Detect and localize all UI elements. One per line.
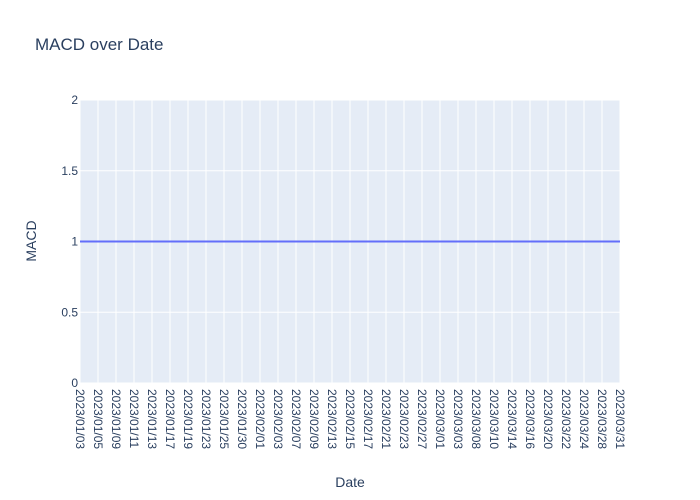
x-tick-label: 2023/03/31 [613, 389, 627, 449]
chart-title: MACD over Date [35, 35, 163, 54]
x-tick-label: 2023/03/10 [487, 389, 501, 449]
y-tick-labels: 0 0.5 1 1.5 2 [61, 93, 78, 390]
x-tick-label: 2023/03/22 [559, 389, 573, 449]
x-tick-label: 2023/01/19 [181, 389, 195, 449]
x-tick-label: 2023/02/13 [325, 389, 339, 449]
x-tick-label: 2023/02/07 [289, 389, 303, 449]
x-tick-label: 2023/01/23 [199, 389, 213, 449]
y-tick-label: 1 [71, 235, 78, 249]
x-tick-label: 2023/03/28 [595, 389, 609, 449]
x-tick-label: 2023/02/27 [415, 389, 429, 449]
x-tick-label: 2023/03/08 [469, 389, 483, 449]
x-tick-label: 2023/03/16 [523, 389, 537, 449]
x-tick-label: 2023/03/24 [577, 389, 591, 449]
x-tick-label: 2023/01/25 [217, 389, 231, 449]
x-tick-label: 2023/03/14 [505, 389, 519, 449]
x-axis-title: Date [335, 474, 365, 490]
x-tick-label: 2023/02/23 [397, 389, 411, 449]
x-tick-label: 2023/01/17 [163, 389, 177, 449]
x-tick-label: 2023/01/30 [235, 389, 249, 449]
x-tick-label: 2023/02/15 [343, 389, 357, 449]
x-tick-label: 2023/03/01 [433, 389, 447, 449]
y-tick-label: 0 [71, 376, 78, 390]
x-tick-label: 2023/02/09 [307, 389, 321, 449]
x-tick-label: 2023/02/01 [253, 389, 267, 449]
x-tick-labels: 2023/01/03 2023/01/05 2023/01/09 2023/01/11… [73, 389, 627, 449]
x-tick-label: 2023/02/21 [379, 389, 393, 449]
x-tick-label: 2023/02/17 [361, 389, 375, 449]
x-tick-label: 2023/01/03 [73, 389, 87, 449]
y-tick-label: 0.5 [61, 305, 78, 319]
y-tick-label: 2 [71, 93, 78, 107]
x-tick-label: 2023/03/03 [451, 389, 465, 449]
x-tick-label: 2023/01/05 [91, 389, 105, 449]
y-axis-title: MACD [23, 220, 39, 261]
x-tick-label: 2023/03/20 [541, 389, 555, 449]
x-tick-label: 2023/02/03 [271, 389, 285, 449]
x-tick-label: 2023/01/09 [109, 389, 123, 449]
x-tick-label: 2023/01/11 [127, 389, 141, 448]
x-tick-label: 2023/01/13 [145, 389, 159, 449]
y-tick-label: 1.5 [61, 164, 78, 178]
